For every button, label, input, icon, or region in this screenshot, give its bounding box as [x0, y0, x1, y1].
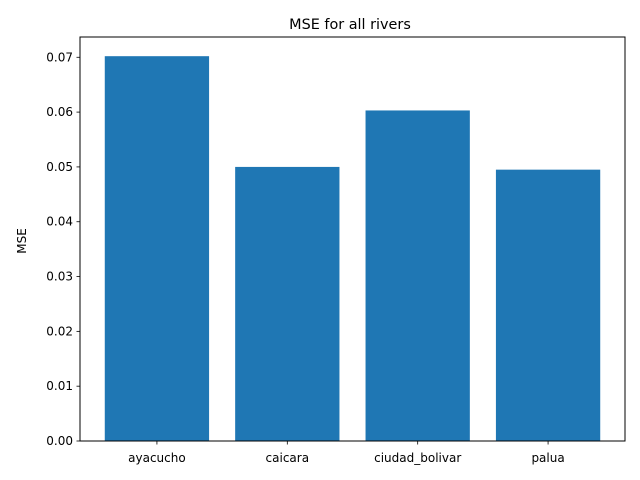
bar-palua: [495, 169, 601, 441]
y-tick-label: 0.04: [46, 215, 73, 229]
y-tick-label: 0.05: [46, 160, 73, 174]
y-tick-label: 0.07: [46, 50, 73, 64]
x-tick-label-ayacucho: ayacucho: [128, 451, 186, 465]
y-tick-label: 0.06: [46, 105, 73, 119]
chart-title: MSE for all rivers: [289, 17, 411, 33]
x-tick-label-palua: palua: [531, 451, 564, 465]
x-tick-label-caicara: caicara: [266, 451, 310, 465]
y-tick-label: 0.02: [46, 324, 73, 338]
bars-group: [104, 56, 601, 442]
plot-frame: [79, 36, 626, 442]
bar-caicara: [235, 166, 340, 441]
bar-ciudad_bolivar: [365, 110, 470, 442]
y-tick-label: 0.01: [46, 379, 73, 393]
x-ticks-group: ayacucho caicara ciudad_bolivar palua: [128, 441, 565, 465]
y-ticks-group: 0.00 0.01 0.02 0.03 0.04 0.05 0.06 0.07: [46, 50, 80, 448]
x-tick-label-ciudad_bolivar: ciudad_bolivar: [374, 451, 461, 465]
y-axis-label: MSE: [15, 228, 29, 254]
y-tick-label: 0.00: [46, 434, 73, 448]
bar-ayacucho: [104, 56, 210, 442]
y-tick-label: 0.03: [46, 270, 73, 284]
